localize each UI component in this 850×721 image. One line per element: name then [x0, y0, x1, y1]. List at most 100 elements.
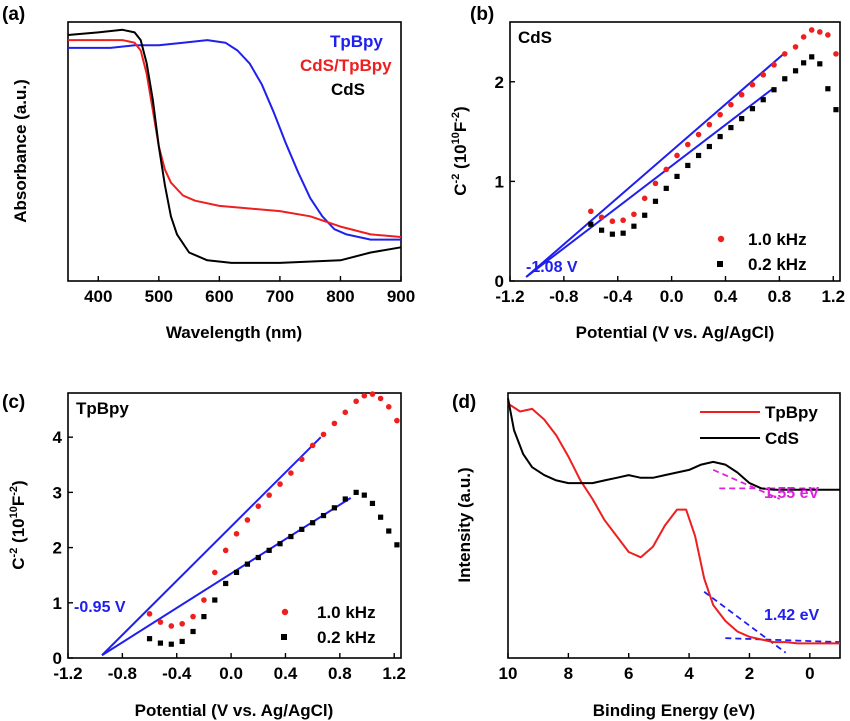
data-point [233, 569, 240, 576]
series-line [507, 398, 840, 491]
fit-line [101, 497, 352, 657]
data-point [266, 492, 272, 498]
data-point [642, 212, 648, 218]
data-point [801, 60, 807, 66]
fit-line [525, 86, 775, 278]
data-point [749, 106, 756, 112]
x-tick-label: -1.2 [53, 664, 82, 683]
x-tick-label: -0.8 [108, 664, 137, 683]
panel-label-d: (d) [452, 392, 476, 413]
x-tick-label: 2 [745, 664, 754, 683]
data-point [652, 198, 659, 204]
panel-title-c: TpBpy [76, 399, 129, 418]
x-tick-label: 0.4 [274, 664, 298, 683]
data-point [781, 51, 788, 57]
data-point [825, 32, 831, 38]
y-tick-label: 2 [53, 539, 62, 558]
series-line [507, 402, 840, 645]
data-point [588, 221, 594, 227]
legend-1khz-b: 1.0 kHz [748, 230, 807, 249]
x-tick-label: 0.4 [714, 287, 738, 306]
x-axis-title-d: Binding Energy (eV) [593, 701, 755, 720]
data-point [233, 530, 240, 537]
data-point [620, 230, 626, 236]
data-point [146, 611, 153, 617]
data-point [222, 547, 229, 554]
data-point [361, 492, 367, 498]
data-point [157, 640, 164, 646]
data-point [320, 512, 327, 519]
data-point [641, 195, 648, 202]
data-point [695, 131, 702, 138]
data-point [168, 641, 174, 647]
data-point [146, 636, 153, 642]
data-point [394, 417, 400, 424]
x-axis-title-a: Wavelength (nm) [166, 323, 302, 342]
legend-cds-d: CdS [765, 429, 799, 448]
annotation-155ev-d: 1.55 eV [764, 485, 819, 502]
x-axis-title-c: Potential (V vs. Ag/AgCl) [135, 701, 334, 720]
data-point [833, 107, 839, 113]
data-point [277, 541, 283, 547]
data-point [706, 121, 713, 128]
data-point [739, 116, 745, 122]
panel-b: (b) CdS -1.2 -0.8 -0.4 0.0 0.4 0.8 1.2 0 1 2 Pot… [450, 4, 845, 342]
legend-tpbpy-d: TpBpy [765, 403, 818, 422]
x-tick-label: 500 [145, 287, 173, 306]
data-point [201, 613, 207, 620]
x-tick-label: 8 [564, 664, 573, 683]
plot-frame-a [67, 21, 402, 282]
panel-c: (c) TpBpy -1.2 -0.8 -0.4 0.0 0.4 0.8 1.2 0 1 2 3 4… [2, 391, 406, 720]
data-point [244, 517, 251, 523]
y-tick-label: 4 [53, 428, 63, 447]
legend-cds-tpbpy-a: CdS/TpBpy [300, 56, 392, 75]
legend-marker-1khz-c [281, 608, 289, 616]
data-point [816, 29, 823, 35]
y-tick-label: 0 [53, 649, 62, 668]
data-point [244, 561, 251, 567]
y-tick-label: 0 [495, 272, 504, 291]
data-point [674, 152, 680, 159]
data-point [331, 505, 337, 511]
data-point [342, 496, 348, 502]
data-point [369, 500, 376, 507]
series-line [68, 39, 401, 241]
data-point [288, 470, 294, 476]
data-point [760, 71, 767, 78]
data-point [674, 173, 680, 180]
fit-line [525, 52, 786, 278]
plot-frame-b [509, 21, 841, 282]
data-point [353, 489, 359, 495]
data-point [738, 91, 745, 98]
fit-line [101, 436, 322, 656]
data-point [825, 86, 831, 92]
data-point [266, 547, 272, 553]
x-tick-label: -1.2 [495, 287, 524, 306]
data-point [588, 208, 594, 215]
y-axis-title-d: Intensity (a.u.) [455, 467, 474, 582]
x-tick-label: 900 [387, 287, 415, 306]
y-tick-label: 1 [53, 594, 62, 613]
data-point [620, 217, 626, 224]
data-point [631, 223, 637, 229]
data-point [386, 528, 392, 534]
data-point [211, 569, 218, 576]
plot-frame-c [67, 392, 402, 659]
data-point [157, 619, 164, 625]
y-axis-title-c: C-2 (1010F-2) [8, 480, 28, 569]
data-point [223, 580, 229, 587]
legend-1khz-c: 1.0 kHz [317, 603, 376, 622]
data-point [377, 395, 384, 402]
legend-tpbpy-a: TpBpy [330, 32, 383, 51]
data-point [331, 420, 338, 427]
x-tick-label: 4 [684, 664, 694, 683]
data-point [760, 97, 766, 103]
x-tick-label: -0.8 [549, 287, 578, 306]
legend-marker-1khz-b [717, 235, 725, 243]
data-point [179, 638, 185, 645]
tangent-line [725, 637, 841, 643]
data-point [179, 620, 185, 627]
x-tick-label: 400 [84, 287, 112, 306]
series-line [68, 39, 402, 238]
